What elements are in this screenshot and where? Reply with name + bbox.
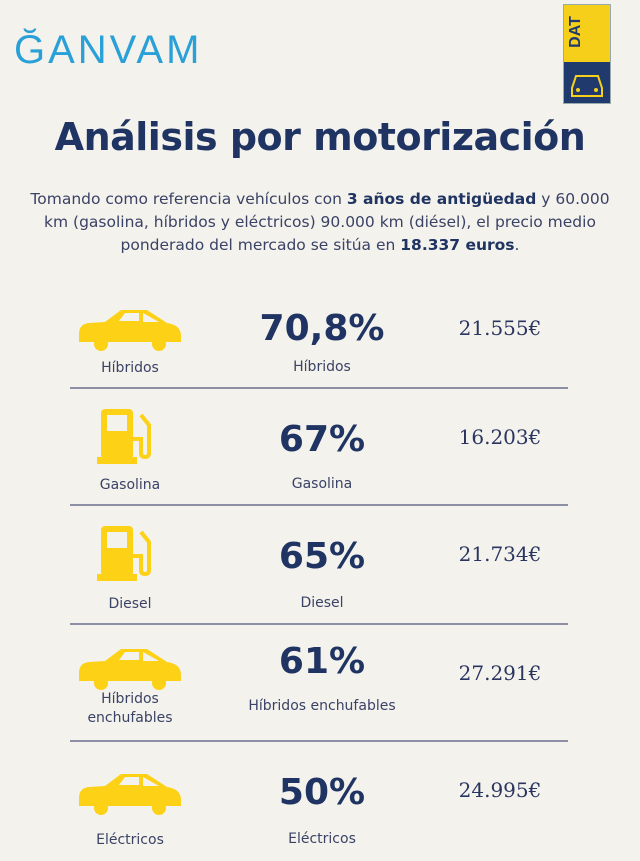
percent-value: 70,8% bbox=[259, 308, 385, 349]
ganvam-logo: ĞANVAM bbox=[14, 28, 203, 72]
price-value: 21.555€ bbox=[458, 316, 542, 340]
price-value: 27.291€ bbox=[458, 661, 542, 685]
percent-label: Híbridos bbox=[293, 359, 351, 375]
row-2: Diesel 65% Diesel 21.734€ bbox=[70, 506, 568, 625]
divider bbox=[70, 740, 568, 742]
category-label: Gasolina bbox=[99, 477, 161, 493]
electric-car-icon bbox=[70, 760, 190, 818]
price-value: 16.203€ bbox=[458, 425, 542, 449]
dat-logo: DAT bbox=[563, 4, 611, 104]
category-label: Híbridos bbox=[101, 360, 159, 376]
price-value: 21.734€ bbox=[458, 542, 542, 566]
category-label: Eléctricos bbox=[96, 832, 164, 848]
plug-in-car-icon bbox=[70, 635, 190, 693]
fuel-pump-icon bbox=[70, 524, 190, 582]
percent-label: Híbridos enchufables bbox=[248, 698, 396, 714]
car-icon bbox=[571, 75, 603, 97]
dat-logo-text: DAT bbox=[566, 16, 584, 48]
row-0: Híbridos 70,8% Híbridos 21.555€ bbox=[70, 290, 568, 389]
row-4: Eléctricos 50% Eléctricos 24.995€ bbox=[70, 742, 568, 861]
percent-value: 65% bbox=[278, 536, 366, 577]
category-label: Híbridos enchufables bbox=[87, 691, 173, 726]
percent-label: Diesel bbox=[300, 595, 344, 611]
intro-text: Tomando como referencia vehículos con 3 … bbox=[30, 190, 610, 254]
price-value: 24.995€ bbox=[458, 778, 542, 802]
divider bbox=[70, 623, 568, 625]
percent-value: 67% bbox=[278, 419, 366, 460]
percent-label: Gasolina bbox=[291, 476, 353, 492]
divider bbox=[70, 504, 568, 506]
fuel-pump-icon bbox=[70, 407, 190, 465]
row-1: Gasolina 67% Gasolina 16.203€ bbox=[70, 389, 568, 506]
hybrid-car-leaf-icon bbox=[70, 296, 190, 354]
category-label: Diesel bbox=[108, 596, 152, 612]
row-3: Híbridos enchufables 61% Híbridos enchuf… bbox=[70, 625, 568, 742]
percent-value: 61% bbox=[278, 641, 366, 682]
percent-value: 50% bbox=[278, 772, 366, 813]
divider bbox=[70, 387, 568, 389]
percent-label: Eléctricos bbox=[288, 831, 356, 847]
page-title: Análisis por motorización bbox=[54, 115, 586, 159]
